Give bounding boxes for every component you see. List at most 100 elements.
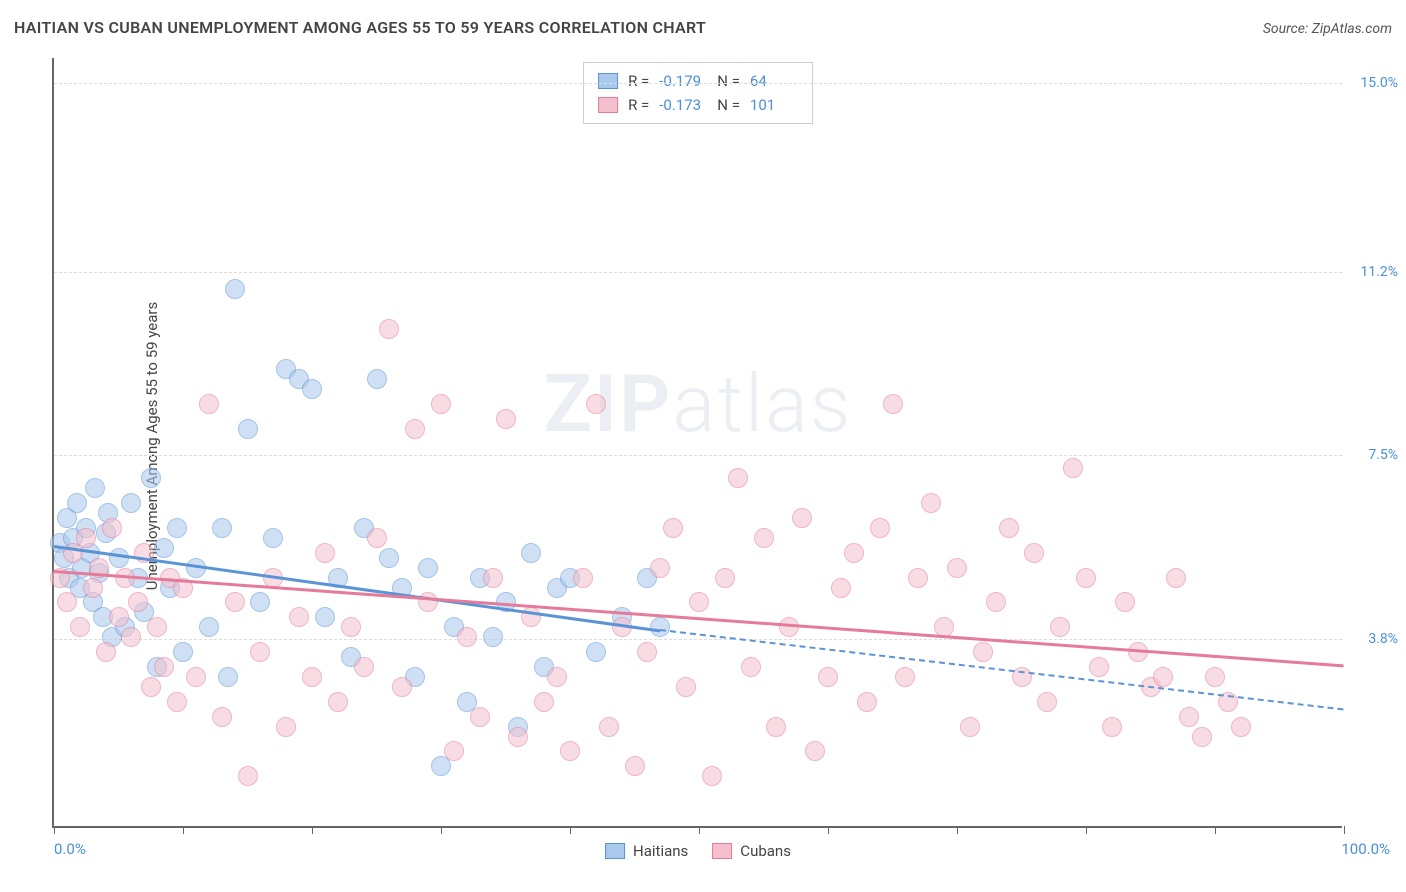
legend-swatch (712, 843, 732, 859)
data-point (199, 394, 219, 414)
data-point (857, 692, 877, 712)
data-point (534, 692, 554, 712)
r-value: -0.173 (659, 93, 707, 117)
data-point (483, 568, 503, 588)
data-point (225, 279, 245, 299)
data-point (702, 766, 722, 786)
data-point (186, 667, 206, 687)
data-point (1050, 617, 1070, 637)
data-point (1166, 568, 1186, 588)
r-value: -0.179 (659, 69, 707, 93)
x-tick (1344, 826, 1345, 834)
data-point (496, 409, 516, 429)
data-point (895, 667, 915, 687)
data-point (167, 518, 187, 538)
data-point (586, 394, 606, 414)
data-point (354, 657, 374, 677)
data-point (238, 419, 258, 439)
data-point (418, 558, 438, 578)
data-point (883, 394, 903, 414)
data-point (766, 717, 786, 737)
data-point (960, 717, 980, 737)
data-point (547, 667, 567, 687)
data-point (141, 468, 161, 488)
data-point (650, 617, 670, 637)
data-point (367, 369, 387, 389)
data-point (715, 568, 735, 588)
data-point (844, 543, 864, 563)
data-point (818, 667, 838, 687)
data-point (1063, 458, 1083, 478)
data-point (173, 642, 193, 662)
data-point (167, 692, 187, 712)
data-point (225, 592, 245, 612)
data-point (663, 518, 683, 538)
data-point (212, 518, 232, 538)
data-point (238, 766, 258, 786)
data-point (637, 642, 657, 662)
legend-swatch (598, 73, 618, 89)
data-point (379, 319, 399, 339)
data-point (154, 538, 174, 558)
data-point (141, 677, 161, 697)
data-point (676, 677, 696, 697)
data-point (754, 528, 774, 548)
data-point (1153, 667, 1173, 687)
data-point (83, 578, 103, 598)
n-value: 64 (750, 69, 798, 93)
data-point (1179, 707, 1199, 727)
data-point (689, 592, 709, 612)
data-point (76, 528, 96, 548)
data-point (67, 493, 87, 513)
legend-stat-row: R =-0.173N =101 (598, 93, 798, 117)
data-point (431, 394, 451, 414)
n-label: N = (717, 69, 740, 93)
legend-swatch (605, 843, 625, 859)
y-tick-label: 11.2% (1360, 264, 1398, 280)
legend-series-label: Cubans (740, 842, 791, 860)
data-point (999, 518, 1019, 538)
gridline (54, 272, 1342, 273)
data-point (1192, 727, 1212, 747)
x-tick (1215, 826, 1216, 834)
data-point (728, 468, 748, 488)
x-tick (312, 826, 313, 834)
data-point (250, 592, 270, 612)
data-point (341, 617, 361, 637)
correlation-legend: R =-0.179N =64R =-0.173N =101 (583, 62, 813, 124)
x-tick (699, 826, 700, 834)
data-point (1102, 717, 1122, 737)
x-tick (183, 826, 184, 834)
data-point (1115, 592, 1135, 612)
gridline (54, 639, 1342, 640)
data-point (199, 617, 219, 637)
data-point (921, 493, 941, 513)
data-point (379, 548, 399, 568)
data-point (405, 419, 425, 439)
data-point (121, 627, 141, 647)
legend-series-item: Haitians (605, 842, 688, 860)
data-point (154, 657, 174, 677)
data-point (289, 607, 309, 627)
data-point (870, 518, 890, 538)
data-point (986, 592, 1006, 612)
data-point (109, 607, 129, 627)
data-point (1231, 717, 1251, 737)
data-point (367, 528, 387, 548)
x-tick (570, 826, 571, 834)
data-point (57, 592, 77, 612)
y-tick-label: 15.0% (1360, 75, 1398, 91)
data-point (586, 642, 606, 662)
chart-source: Source: ZipAtlas.com (1263, 21, 1392, 37)
x-tick (441, 826, 442, 834)
r-label: R = (628, 93, 649, 117)
legend-series-item: Cubans (712, 842, 791, 860)
data-point (792, 508, 812, 528)
data-point (599, 717, 619, 737)
data-point (483, 627, 503, 647)
gridline (54, 455, 1342, 456)
y-tick-label: 3.8% (1368, 631, 1398, 647)
r-label: R = (628, 69, 649, 93)
x-axis-min-label: 0.0% (54, 840, 86, 858)
data-point (121, 493, 141, 513)
